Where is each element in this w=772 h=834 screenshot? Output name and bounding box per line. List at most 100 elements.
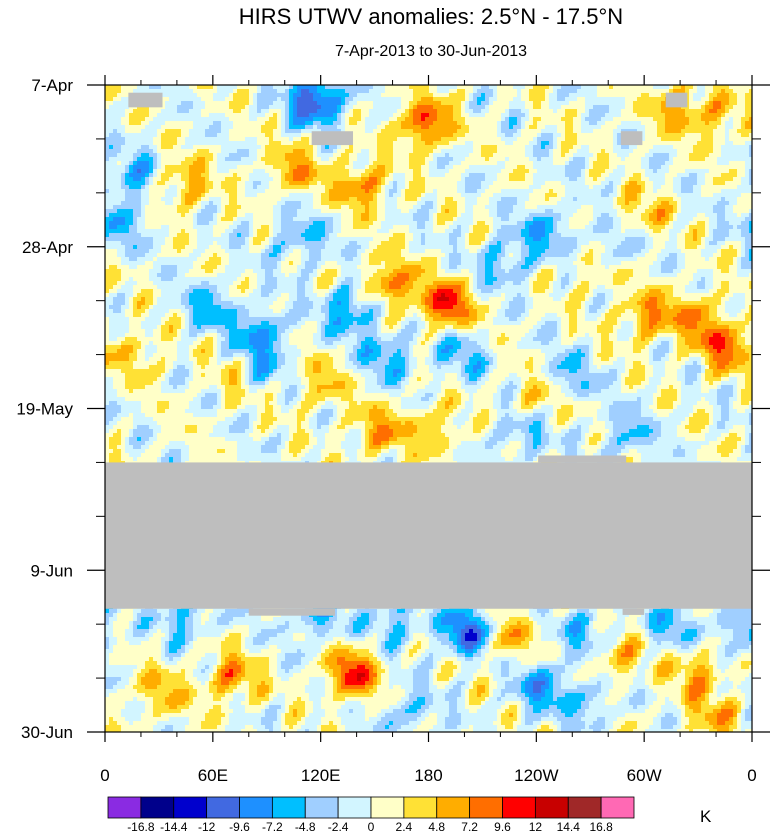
field-cell: [609, 97, 614, 102]
field-cell: [209, 89, 214, 94]
field-cell: [649, 109, 654, 114]
field-cell: [681, 85, 686, 90]
field-cell: [601, 85, 606, 90]
field-cell: [641, 93, 646, 98]
field-cell: [581, 85, 586, 90]
field-cell: [109, 89, 114, 94]
field-cell: [577, 101, 582, 106]
field-cell: [225, 97, 230, 102]
field-cell: [525, 89, 530, 94]
field-cell: [549, 93, 554, 98]
field-cell: [429, 101, 434, 106]
field-cell: [593, 109, 598, 114]
field-cell: [169, 113, 174, 118]
field-cell: [589, 109, 594, 114]
field-cell: [597, 109, 602, 114]
field-cell: [441, 101, 446, 106]
field-cell: [181, 93, 186, 98]
field-cell: [417, 93, 422, 98]
field-cell: [181, 85, 186, 90]
field-cell: [649, 85, 654, 90]
field-cell: [373, 97, 378, 102]
field-cell: [581, 109, 586, 114]
field-cell: [677, 85, 682, 90]
field-cell: [473, 85, 478, 90]
field-cell: [189, 93, 194, 98]
field-cell: [245, 85, 250, 90]
field-cell: [605, 101, 610, 106]
field-cell: [205, 109, 210, 114]
field-cell: [473, 93, 478, 98]
field-cell: [301, 101, 306, 106]
field-cell: [717, 109, 722, 114]
field-cell: [153, 85, 158, 90]
field-cell: [465, 101, 470, 106]
field-cell: [245, 105, 250, 110]
field-cell: [313, 85, 318, 90]
field-cell: [529, 105, 534, 110]
field-cell: [745, 97, 750, 102]
field-cell: [117, 97, 122, 102]
field-cell: [221, 113, 226, 118]
field-cell: [597, 85, 602, 90]
field-cell: [337, 89, 342, 94]
field-cell: [473, 105, 478, 110]
field-cell: [593, 85, 598, 90]
field-cell: [705, 85, 710, 90]
field-cell: [185, 101, 190, 106]
field-cell: [453, 113, 458, 118]
field-cell: [457, 109, 462, 114]
field-cell: [613, 101, 618, 106]
field-cell: [625, 105, 630, 110]
field-cell: [373, 89, 378, 94]
field-cell: [389, 113, 394, 118]
field-cell: [493, 105, 498, 110]
field-cell: [453, 101, 458, 106]
field-cell: [601, 109, 606, 114]
field-cell: [177, 105, 182, 110]
field-cell: [713, 97, 718, 102]
field-cell: [293, 85, 298, 90]
field-cell: [565, 105, 570, 110]
field-cell: [141, 85, 146, 90]
field-cell: [297, 89, 302, 94]
field-cell: [405, 109, 410, 114]
field-cell: [201, 109, 206, 114]
field-cell: [621, 93, 626, 98]
field-cell: [385, 105, 390, 110]
field-cell: [521, 109, 526, 114]
field-cell: [249, 109, 254, 114]
field-cell: [553, 93, 558, 98]
field-cell: [329, 89, 334, 94]
field-cell: [369, 109, 374, 114]
field-cell: [173, 109, 178, 114]
field-cell: [205, 89, 210, 94]
field-cell: [697, 89, 702, 94]
field-cell: [345, 97, 350, 102]
field-cell: [625, 93, 630, 98]
field-cell: [477, 89, 482, 94]
field-cell: [549, 109, 554, 114]
field-cell: [217, 101, 222, 106]
field-cell: [317, 101, 322, 106]
field-cell: [701, 89, 706, 94]
field-cell: [165, 109, 170, 114]
field-cell: [193, 105, 198, 110]
field-cell: [705, 105, 710, 110]
field-cell: [633, 89, 638, 94]
field-cell: [205, 113, 210, 118]
field-cell: [361, 97, 366, 102]
field-cell: [425, 113, 430, 118]
field-cell: [201, 101, 206, 106]
field-cell: [125, 113, 130, 118]
field-cell: [453, 97, 458, 102]
field-cell: [325, 113, 330, 118]
field-cell: [581, 105, 586, 110]
field-cell: [389, 93, 394, 98]
field-cell: [333, 109, 338, 114]
field-cell: [133, 113, 138, 118]
field-cell: [745, 101, 750, 106]
field-cell: [261, 97, 266, 102]
field-cell: [641, 85, 646, 90]
field-cell: [281, 105, 286, 110]
